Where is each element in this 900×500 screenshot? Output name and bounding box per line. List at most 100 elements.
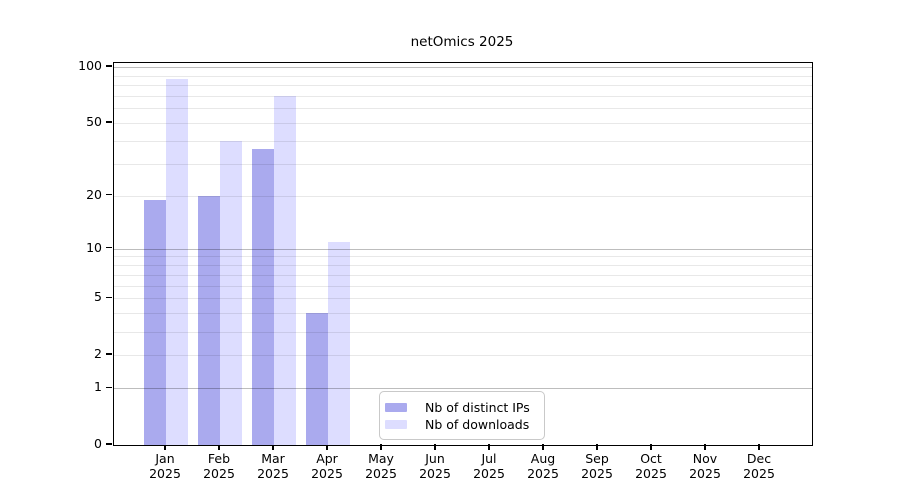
x-tick-year: 2025 bbox=[689, 466, 721, 481]
x-tick-mark-sep bbox=[596, 444, 598, 450]
x-tick-month: May bbox=[368, 451, 394, 466]
x-tick-mark-jun bbox=[434, 444, 436, 450]
plot-area: Nb of distinct IPs Nb of downloads bbox=[113, 62, 813, 446]
gridline-minor-4 bbox=[114, 313, 812, 315]
y-tick-label-5: 5 bbox=[94, 289, 102, 305]
x-tick-month: Mar bbox=[261, 451, 285, 466]
x-tick-mark-feb bbox=[218, 444, 220, 450]
y-tick-mark-2 bbox=[106, 353, 112, 355]
y-tick-mark-20 bbox=[106, 194, 112, 196]
bar-nb-of-downloads-apr bbox=[328, 241, 350, 445]
gridline-minor-40 bbox=[114, 140, 812, 142]
gridline-minor-3 bbox=[114, 331, 812, 333]
y-tick-mark-100 bbox=[106, 65, 112, 67]
x-tick-year: 2025 bbox=[743, 466, 775, 481]
legend-swatch-downloads bbox=[385, 419, 407, 429]
x-tick-mark-jan bbox=[164, 444, 166, 450]
x-tick-label-jul: Jul 2025 bbox=[457, 451, 521, 481]
gridline-major-10 bbox=[114, 248, 812, 250]
bar-nb-of-distinct-ips-mar bbox=[252, 149, 274, 445]
gridline-minor-9 bbox=[114, 256, 812, 258]
legend-swatch-distinct-ips bbox=[385, 402, 407, 412]
bar-nb-of-downloads-mar bbox=[274, 95, 296, 445]
y-tick-mark-10 bbox=[106, 247, 112, 249]
bar-nb-of-downloads-jan bbox=[166, 79, 188, 445]
x-tick-label-dec: Dec 2025 bbox=[727, 451, 791, 481]
x-tick-year: 2025 bbox=[473, 466, 505, 481]
bar-nb-of-distinct-ips-apr bbox=[306, 313, 328, 445]
y-tick-label-1: 1 bbox=[94, 379, 102, 395]
x-tick-month: Jul bbox=[481, 451, 497, 466]
gridline-minor-30 bbox=[114, 163, 812, 165]
x-tick-mark-aug bbox=[542, 444, 544, 450]
legend-item-distinct-ips: Nb of distinct IPs bbox=[385, 399, 530, 415]
x-tick-month: Aug bbox=[530, 451, 556, 466]
y-tick-mark-50 bbox=[106, 121, 112, 123]
x-tick-label-aug: Aug 2025 bbox=[511, 451, 575, 481]
x-tick-year: 2025 bbox=[257, 466, 289, 481]
x-tick-mark-jul bbox=[488, 444, 490, 450]
legend-label-distinct-ips: Nb of distinct IPs bbox=[425, 399, 530, 415]
y-tick-mark-5 bbox=[106, 296, 112, 298]
gridline-minor-5 bbox=[114, 298, 812, 300]
x-tick-year: 2025 bbox=[581, 466, 613, 481]
gridline-minor-2 bbox=[114, 355, 812, 356]
legend-item-downloads: Nb of downloads bbox=[385, 416, 530, 432]
x-tick-year: 2025 bbox=[311, 466, 343, 481]
x-tick-label-apr: Apr 2025 bbox=[295, 451, 359, 481]
y-tick-label-50: 50 bbox=[86, 114, 102, 129]
x-tick-month: Dec bbox=[746, 451, 772, 466]
gridline-minor-90 bbox=[114, 75, 812, 77]
gridline-major-1 bbox=[114, 388, 812, 390]
x-tick-mark-dec bbox=[758, 444, 760, 450]
y-tick-label-2: 2 bbox=[94, 346, 102, 361]
x-tick-mark-may bbox=[380, 444, 382, 450]
y-tick-label-20: 20 bbox=[86, 186, 102, 202]
legend-label-downloads: Nb of downloads bbox=[425, 416, 530, 432]
x-tick-year: 2025 bbox=[419, 466, 451, 481]
x-tick-mark-apr bbox=[326, 444, 328, 450]
bar-nb-of-distinct-ips-jan bbox=[144, 199, 166, 445]
x-tick-month: Apr bbox=[316, 451, 338, 466]
y-tick-mark-0 bbox=[106, 443, 112, 445]
gridline-minor-20 bbox=[114, 195, 812, 197]
y-tick-label-10: 10 bbox=[86, 239, 102, 255]
x-tick-year: 2025 bbox=[203, 466, 235, 481]
x-tick-label-mar: Mar 2025 bbox=[241, 451, 305, 481]
x-tick-label-jan: Jan 2025 bbox=[133, 451, 197, 481]
x-tick-mark-oct bbox=[650, 444, 652, 450]
gridline-minor-6 bbox=[114, 285, 812, 287]
gridline-minor-80 bbox=[114, 85, 812, 87]
x-tick-year: 2025 bbox=[635, 466, 667, 481]
y-tick-mark-1 bbox=[106, 386, 112, 388]
x-tick-label-jun: Jun 2025 bbox=[403, 451, 467, 481]
x-tick-month: Nov bbox=[692, 451, 718, 466]
gridline-minor-70 bbox=[114, 95, 812, 97]
x-tick-month: Oct bbox=[640, 451, 662, 466]
gridline-minor-50 bbox=[114, 123, 812, 124]
x-tick-month: Sep bbox=[585, 451, 609, 466]
gridline-minor-8 bbox=[114, 265, 812, 266]
x-tick-year: 2025 bbox=[365, 466, 397, 481]
y-tick-label-0: 0 bbox=[94, 436, 102, 451]
x-tick-label-oct: Oct 2025 bbox=[619, 451, 683, 481]
chart-title: netOmics 2025 bbox=[410, 34, 514, 50]
gridline-minor-60 bbox=[114, 108, 812, 110]
gridline-minor-7 bbox=[114, 274, 812, 276]
bar-nb-of-distinct-ips-feb bbox=[198, 195, 220, 445]
x-tick-year: 2025 bbox=[527, 466, 559, 481]
x-tick-month: Jun bbox=[425, 451, 445, 466]
gridline-major-100 bbox=[114, 67, 812, 68]
x-tick-label-may: May 2025 bbox=[349, 451, 413, 481]
x-tick-mark-mar bbox=[272, 444, 274, 450]
x-tick-label-nov: Nov 2025 bbox=[673, 451, 737, 481]
x-tick-label-feb: Feb 2025 bbox=[187, 451, 251, 481]
x-tick-year: 2025 bbox=[149, 466, 181, 481]
legend: Nb of distinct IPs Nb of downloads bbox=[379, 391, 545, 440]
x-tick-mark-nov bbox=[704, 444, 706, 450]
x-tick-label-sep: Sep 2025 bbox=[565, 451, 629, 481]
y-tick-label-100: 100 bbox=[78, 58, 102, 73]
x-tick-month: Feb bbox=[207, 451, 231, 466]
x-tick-month: Jan bbox=[155, 451, 175, 466]
